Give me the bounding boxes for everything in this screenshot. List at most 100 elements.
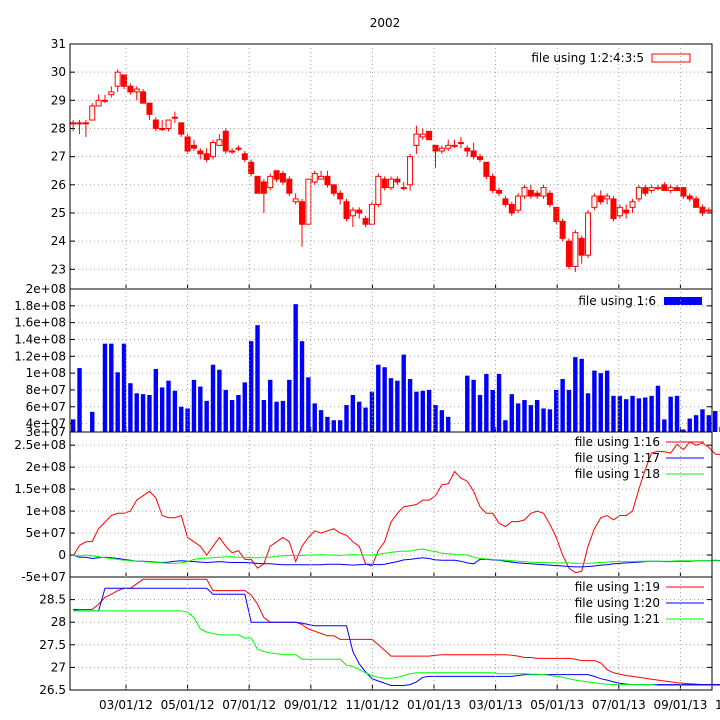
y-tick-label: 2.5e+08 (14, 438, 66, 452)
candle (483, 161, 490, 180)
volume-bar (693, 415, 699, 432)
candle (343, 198, 350, 222)
candle (324, 170, 331, 188)
candle-body (572, 232, 579, 267)
volume-bar (172, 390, 178, 432)
candle-body (674, 187, 681, 191)
candle-body (267, 175, 274, 189)
candle-body (171, 116, 178, 119)
candle-body (210, 142, 217, 158)
candle-body (190, 144, 197, 149)
candle-body (515, 195, 522, 211)
volume-bar (471, 379, 476, 432)
candle (502, 196, 509, 208)
candle-body (648, 187, 655, 191)
volume-bar (573, 357, 578, 432)
candle-body (76, 122, 83, 125)
candle-body (400, 187, 407, 190)
candle (311, 170, 318, 185)
candle-body (197, 150, 204, 155)
candle (445, 139, 452, 152)
volume-bar (712, 410, 718, 432)
candle (489, 173, 496, 194)
volume-bar (115, 372, 120, 432)
volume-bar (414, 391, 419, 432)
candle (210, 139, 217, 160)
candle-body (464, 147, 471, 152)
y-tick-label: 1.8e+08 (14, 299, 66, 313)
candle-body (121, 74, 128, 87)
y-tick-label: 27 (51, 660, 66, 674)
candle-body (565, 240, 572, 267)
volume-bar (598, 373, 603, 432)
candle (674, 184, 681, 191)
candle-body (394, 178, 401, 183)
candle-body (483, 161, 490, 177)
candle (559, 218, 566, 242)
candle-body (101, 99, 108, 102)
volume-bar (204, 400, 209, 432)
candle-body (591, 195, 598, 208)
candle-body (222, 130, 229, 152)
candle (254, 175, 261, 194)
candle-body (407, 156, 414, 186)
candle-body (635, 187, 642, 200)
candle-body (540, 187, 547, 197)
candle (546, 190, 553, 208)
candle-body (362, 218, 369, 225)
candle (457, 136, 464, 149)
volume-bar (484, 373, 489, 432)
y-tick-label: 28 (51, 121, 66, 135)
x-tick-label: 05/01/12 (161, 698, 215, 712)
candle-body (318, 175, 325, 180)
candle (318, 170, 325, 180)
candle-body (654, 187, 661, 190)
volume-bar (706, 415, 712, 432)
y-tick-label: 5e+07 (26, 526, 66, 540)
candle-body (527, 189, 534, 197)
candle (629, 198, 636, 213)
volume-bar (592, 370, 597, 432)
volume-bar (655, 385, 661, 432)
candle-body (699, 206, 706, 214)
candle-body (203, 153, 210, 160)
candle-body (216, 139, 223, 146)
volume-bar (534, 400, 540, 432)
volume-bar (287, 379, 292, 432)
y-tick-label: 25 (51, 206, 66, 220)
candle (527, 184, 534, 199)
volume-bar (433, 405, 438, 432)
candle-body (426, 130, 433, 141)
y-tick-label: 3e+07 (26, 425, 66, 439)
volume-bar (579, 358, 584, 432)
candle (400, 181, 407, 191)
candle (178, 122, 185, 137)
y-tick-label: 23 (51, 262, 66, 276)
candle (388, 176, 394, 191)
candle-body (597, 195, 604, 203)
series-line (73, 554, 720, 568)
x-tick-label: 05/01/13 (530, 698, 584, 712)
volume-bar (350, 394, 356, 432)
candle (362, 215, 369, 228)
candle-body (165, 119, 172, 129)
candle-body (343, 201, 350, 220)
candle-body (445, 144, 452, 149)
y-tick-label: 1.6e+08 (14, 316, 66, 330)
y-tick-label: 1.5e+08 (14, 482, 66, 496)
y-tick-label: 24 (51, 234, 66, 248)
y-tick-label: 2e+08 (26, 282, 66, 296)
volume-bar (643, 397, 648, 432)
panel-frame (69, 576, 713, 691)
volume-bar (674, 395, 680, 432)
volume-bar (363, 407, 368, 432)
volume-bar (179, 406, 184, 432)
volume-bar (515, 403, 521, 432)
candle (686, 193, 693, 202)
candle-body (273, 170, 280, 180)
volume-bar (439, 410, 445, 432)
candle-body (89, 105, 96, 121)
candle-body (502, 198, 509, 206)
candle-body (159, 127, 166, 130)
